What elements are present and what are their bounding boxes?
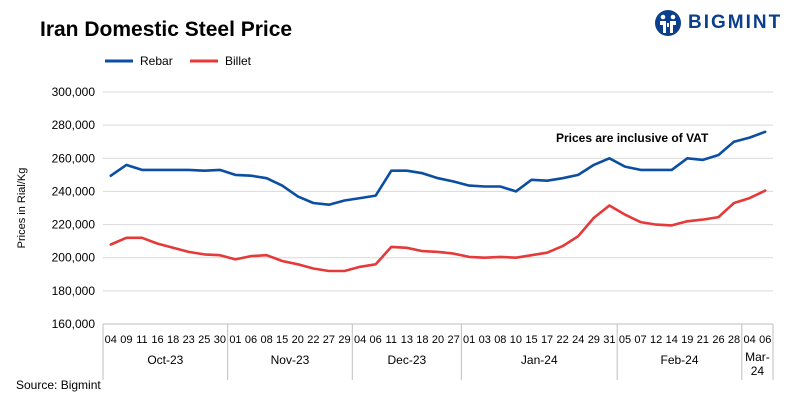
x-tick-label: 29	[588, 334, 600, 346]
y-axis-label: Prices in Rial/Kg	[16, 168, 28, 249]
y-tick-label: 280,000	[52, 118, 96, 132]
x-tick-label: 27	[323, 334, 335, 346]
x-tick-label: 23	[183, 334, 195, 346]
month-label: Jan-24	[521, 353, 558, 367]
x-tick-label: 06	[370, 334, 382, 346]
month-label: Oct-23	[147, 353, 183, 367]
brand-logo: BIGMINT	[654, 8, 782, 38]
x-tick-label: 06	[245, 334, 257, 346]
y-tick-label: 160,000	[52, 317, 96, 331]
series-line-billet	[109, 189, 767, 273]
x-tick-label: 01	[463, 334, 475, 346]
x-tick-label: 08	[260, 334, 272, 346]
legend-label-billet: Billet	[225, 54, 252, 68]
x-tick-label: 16	[151, 334, 163, 346]
x-tick-label: 15	[525, 334, 537, 346]
x-tick-label: 18	[416, 334, 428, 346]
x-tick-label: 18	[167, 334, 179, 346]
x-tick-label: 04	[744, 334, 756, 346]
x-tick-label: 12	[650, 334, 662, 346]
x-tick-label: 21	[697, 334, 709, 346]
x-tick-label: 07	[634, 334, 646, 346]
x-tick-label: 04	[105, 334, 117, 346]
series-line-rebar	[109, 130, 767, 206]
x-tick-label: 31	[603, 334, 615, 346]
month-label: Feb-24	[660, 353, 698, 367]
y-tick-label: 200,000	[52, 251, 96, 265]
month-label: Dec-23	[387, 353, 426, 367]
x-tick-label: 22	[307, 334, 319, 346]
x-tick-label: 09	[120, 334, 132, 346]
x-tick-label: 14	[666, 334, 678, 346]
x-tick-label: 11	[136, 334, 147, 346]
bigmint-logo-icon	[655, 10, 681, 36]
x-tick-label: 19	[681, 334, 693, 346]
x-tick-label: 30	[214, 334, 226, 346]
x-tick-label: 20	[432, 334, 444, 346]
x-tick-label: 10	[510, 334, 522, 346]
x-tick-label: 13	[401, 334, 413, 346]
x-tick-label: 08	[494, 334, 506, 346]
x-tick-label: 03	[479, 334, 491, 346]
y-tick-label: 180,000	[52, 284, 96, 298]
x-tick-label: 27	[447, 334, 459, 346]
x-tick-label: 22	[557, 334, 569, 346]
x-tick-label: 06	[759, 334, 771, 346]
x-tick-label: 05	[619, 334, 631, 346]
y-tick-label: 220,000	[52, 218, 96, 232]
x-tick-label: 28	[728, 334, 740, 346]
x-tick-label: 25	[198, 334, 210, 346]
vat-annotation: Prices are inclusive of VAT	[556, 131, 709, 145]
month-label: Nov-23	[271, 353, 310, 367]
x-tick-label: 24	[572, 334, 584, 346]
x-tick-label: 20	[292, 334, 304, 346]
month-label: Mar-	[745, 350, 770, 364]
x-tick-label: 15	[276, 334, 288, 346]
y-tick-label: 260,000	[52, 151, 96, 165]
legend-label-rebar: Rebar	[140, 54, 173, 68]
x-tick-label: 04	[354, 334, 366, 346]
chart-title: Iran Domestic Steel Price	[40, 18, 293, 41]
source-note: Source: Bigmint	[16, 378, 101, 392]
x-tick-label: 11	[386, 334, 397, 346]
x-tick-label: 01	[229, 334, 241, 346]
month-label-line2: 24	[751, 364, 765, 378]
x-tick-label: 29	[338, 334, 350, 346]
y-tick-label: 240,000	[52, 184, 96, 198]
x-tick-label: 26	[712, 334, 724, 346]
x-tick-label: 17	[541, 334, 553, 346]
logo-text: BIGMINT	[688, 12, 783, 33]
y-tick-label: 300,000	[52, 85, 96, 99]
